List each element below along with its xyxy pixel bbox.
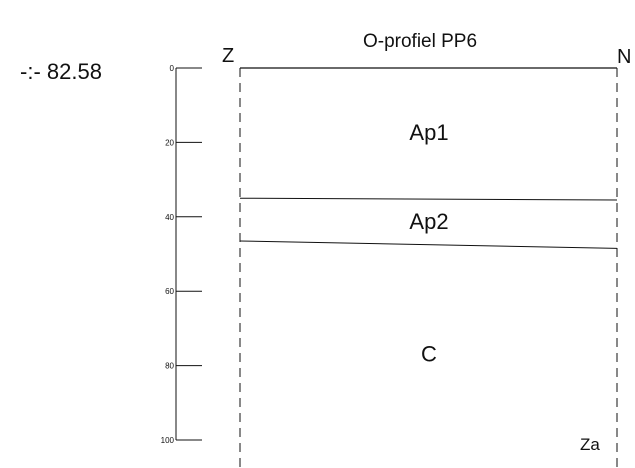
horizon-label: Ap1 (409, 120, 448, 145)
depth-scale: 0 20 40 60 80 100 (161, 64, 202, 445)
profile-frame (239, 67, 618, 468)
orientation-left-label: Z (222, 45, 234, 67)
texture-label: Za (580, 435, 600, 454)
orientation-right-label: N (617, 46, 631, 68)
horizon-boundaries (239, 197, 618, 249)
horizon-labels: Ap1 Ap2 C (409, 120, 448, 366)
depth-tick-label: 0 (170, 64, 175, 73)
depth-tick-label: 100 (161, 436, 175, 445)
depth-tick-label: 80 (165, 362, 174, 371)
horizon-label: C (421, 341, 437, 366)
horizon-label: Ap2 (409, 209, 448, 234)
elevation-label: -:- 82.58 (20, 59, 102, 84)
depth-tick-label: 40 (165, 213, 174, 222)
horizon-boundary-line (239, 197, 618, 201)
horizon-boundary-line (239, 240, 618, 249)
depth-tick-label: 20 (165, 138, 174, 147)
depth-tick-label: 60 (165, 287, 174, 296)
profile-title: O-profiel PP6 (363, 31, 477, 52)
